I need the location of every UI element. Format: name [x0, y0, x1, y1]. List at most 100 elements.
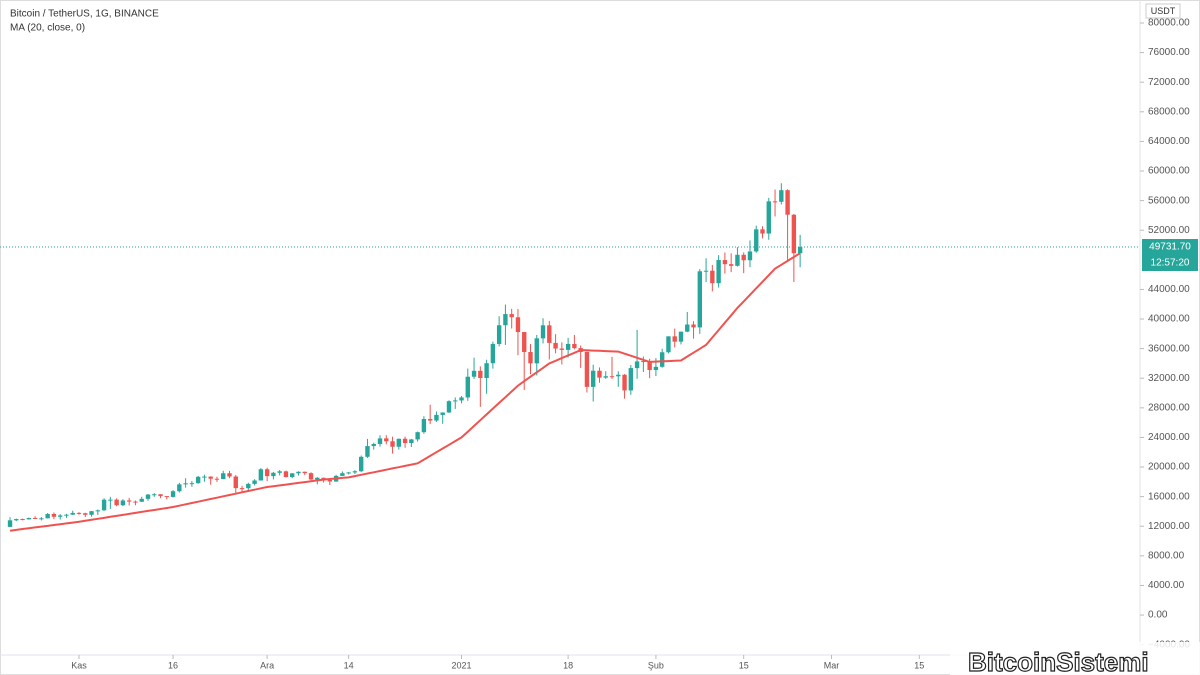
currency: USDT — [1151, 6, 1176, 16]
y-tick-label: 68000.00 — [1148, 106, 1190, 117]
x-tick-label: 15 — [914, 660, 924, 670]
y-tick-label: 64000.00 — [1148, 136, 1190, 147]
ma-line — [9, 252, 801, 532]
candle-body — [133, 501, 138, 503]
x-tick-label: 14 — [344, 660, 354, 670]
candle-body — [264, 469, 270, 477]
candle-body — [214, 478, 220, 480]
candle-body — [559, 348, 565, 350]
candle-body — [252, 480, 257, 484]
candle-body — [697, 271, 702, 328]
candle-body — [239, 488, 245, 490]
x-tick-label: 15 — [739, 660, 749, 670]
countdown-box — [1142, 254, 1198, 271]
y-tick-label: 72000.00 — [1148, 77, 1190, 88]
candle-body — [434, 414, 439, 421]
candle-body — [459, 397, 464, 401]
y-tick-label: 44000.00 — [1148, 284, 1190, 295]
candle-body — [766, 201, 771, 234]
candle-body — [390, 441, 395, 447]
candle-body — [741, 254, 746, 261]
candle-body — [534, 338, 539, 364]
candle-body — [547, 325, 552, 343]
y-tick-label: 0.00 — [1148, 610, 1168, 621]
candle-body — [396, 438, 402, 447]
candle-body — [634, 361, 640, 369]
y-tick-label: 56000.00 — [1148, 195, 1190, 206]
candle-body — [315, 477, 320, 480]
chart-title: Bitcoin / TetherUS, 1G, BINANCE — [10, 9, 159, 20]
x-tick-label: Mar — [824, 660, 840, 670]
candle-body — [659, 352, 665, 367]
candle-body — [415, 432, 420, 440]
candle-body — [653, 366, 659, 371]
candle-body — [584, 351, 590, 387]
y-tick-label: 28000.00 — [1148, 402, 1190, 413]
candle-body — [754, 229, 759, 252]
y-tick-label: 32000.00 — [1148, 373, 1190, 384]
candle-body — [120, 500, 126, 506]
candle-body — [597, 370, 602, 378]
candle-body — [271, 472, 276, 477]
y-tick-label: 8000.00 — [1148, 550, 1185, 561]
y-tick-label: 24000.00 — [1148, 432, 1190, 443]
candle-body — [95, 510, 101, 512]
candle-body — [258, 469, 264, 481]
candle-body — [26, 518, 32, 520]
candle-body — [51, 514, 57, 517]
candle-body — [591, 370, 596, 387]
candle-body — [628, 368, 634, 391]
candle-body — [678, 331, 684, 342]
candle-body — [440, 412, 445, 415]
candle-body — [647, 361, 652, 371]
candle-body — [471, 370, 477, 377]
candle-body — [101, 499, 107, 511]
candle-body — [791, 214, 797, 254]
y-tick-label: 12000.00 — [1148, 521, 1190, 532]
candle-body — [377, 438, 383, 445]
candle-body — [603, 376, 608, 378]
candle-body — [478, 370, 483, 379]
candle-body — [728, 264, 734, 266]
y-tick-label: 60000.00 — [1148, 166, 1190, 177]
candle-body — [565, 343, 571, 350]
candle-body — [233, 476, 238, 489]
candle-body — [735, 254, 740, 266]
candle-body — [797, 246, 803, 254]
candle-body — [465, 376, 470, 398]
candle-body — [145, 494, 151, 499]
candle-body — [484, 363, 489, 379]
x-tick-label: Kas — [71, 660, 87, 670]
candle-body — [277, 471, 282, 473]
candle-body — [641, 361, 646, 363]
candle-body — [177, 484, 182, 492]
candle-body — [371, 444, 376, 447]
y-tick-label: 80000.00 — [1148, 18, 1190, 29]
candle-body — [421, 418, 427, 433]
candle-body — [528, 352, 533, 364]
candle-body — [496, 325, 502, 344]
candle-body — [691, 324, 696, 328]
candle-body — [785, 190, 790, 215]
last-price-label: 49731.70 — [1149, 242, 1191, 253]
x-tick-label: 2021 — [452, 660, 472, 670]
candle-body — [553, 342, 558, 349]
candle-body — [108, 499, 113, 501]
candle-body — [352, 471, 358, 473]
currency-box — [1145, 3, 1181, 19]
candle-body — [83, 513, 88, 515]
candle-body — [290, 473, 295, 478]
candle-body — [358, 456, 364, 472]
candle-body — [221, 473, 226, 480]
candle-body — [772, 201, 778, 203]
candle-body — [246, 483, 251, 489]
candle-body — [152, 494, 157, 496]
y-tick-label: 4000.00 — [1148, 580, 1185, 591]
candle-body — [139, 498, 144, 502]
candle-body — [446, 401, 452, 413]
candle-body — [183, 483, 188, 485]
candle-body — [58, 515, 63, 517]
candle-body — [572, 343, 577, 349]
x-tick-label: 16 — [168, 660, 178, 670]
